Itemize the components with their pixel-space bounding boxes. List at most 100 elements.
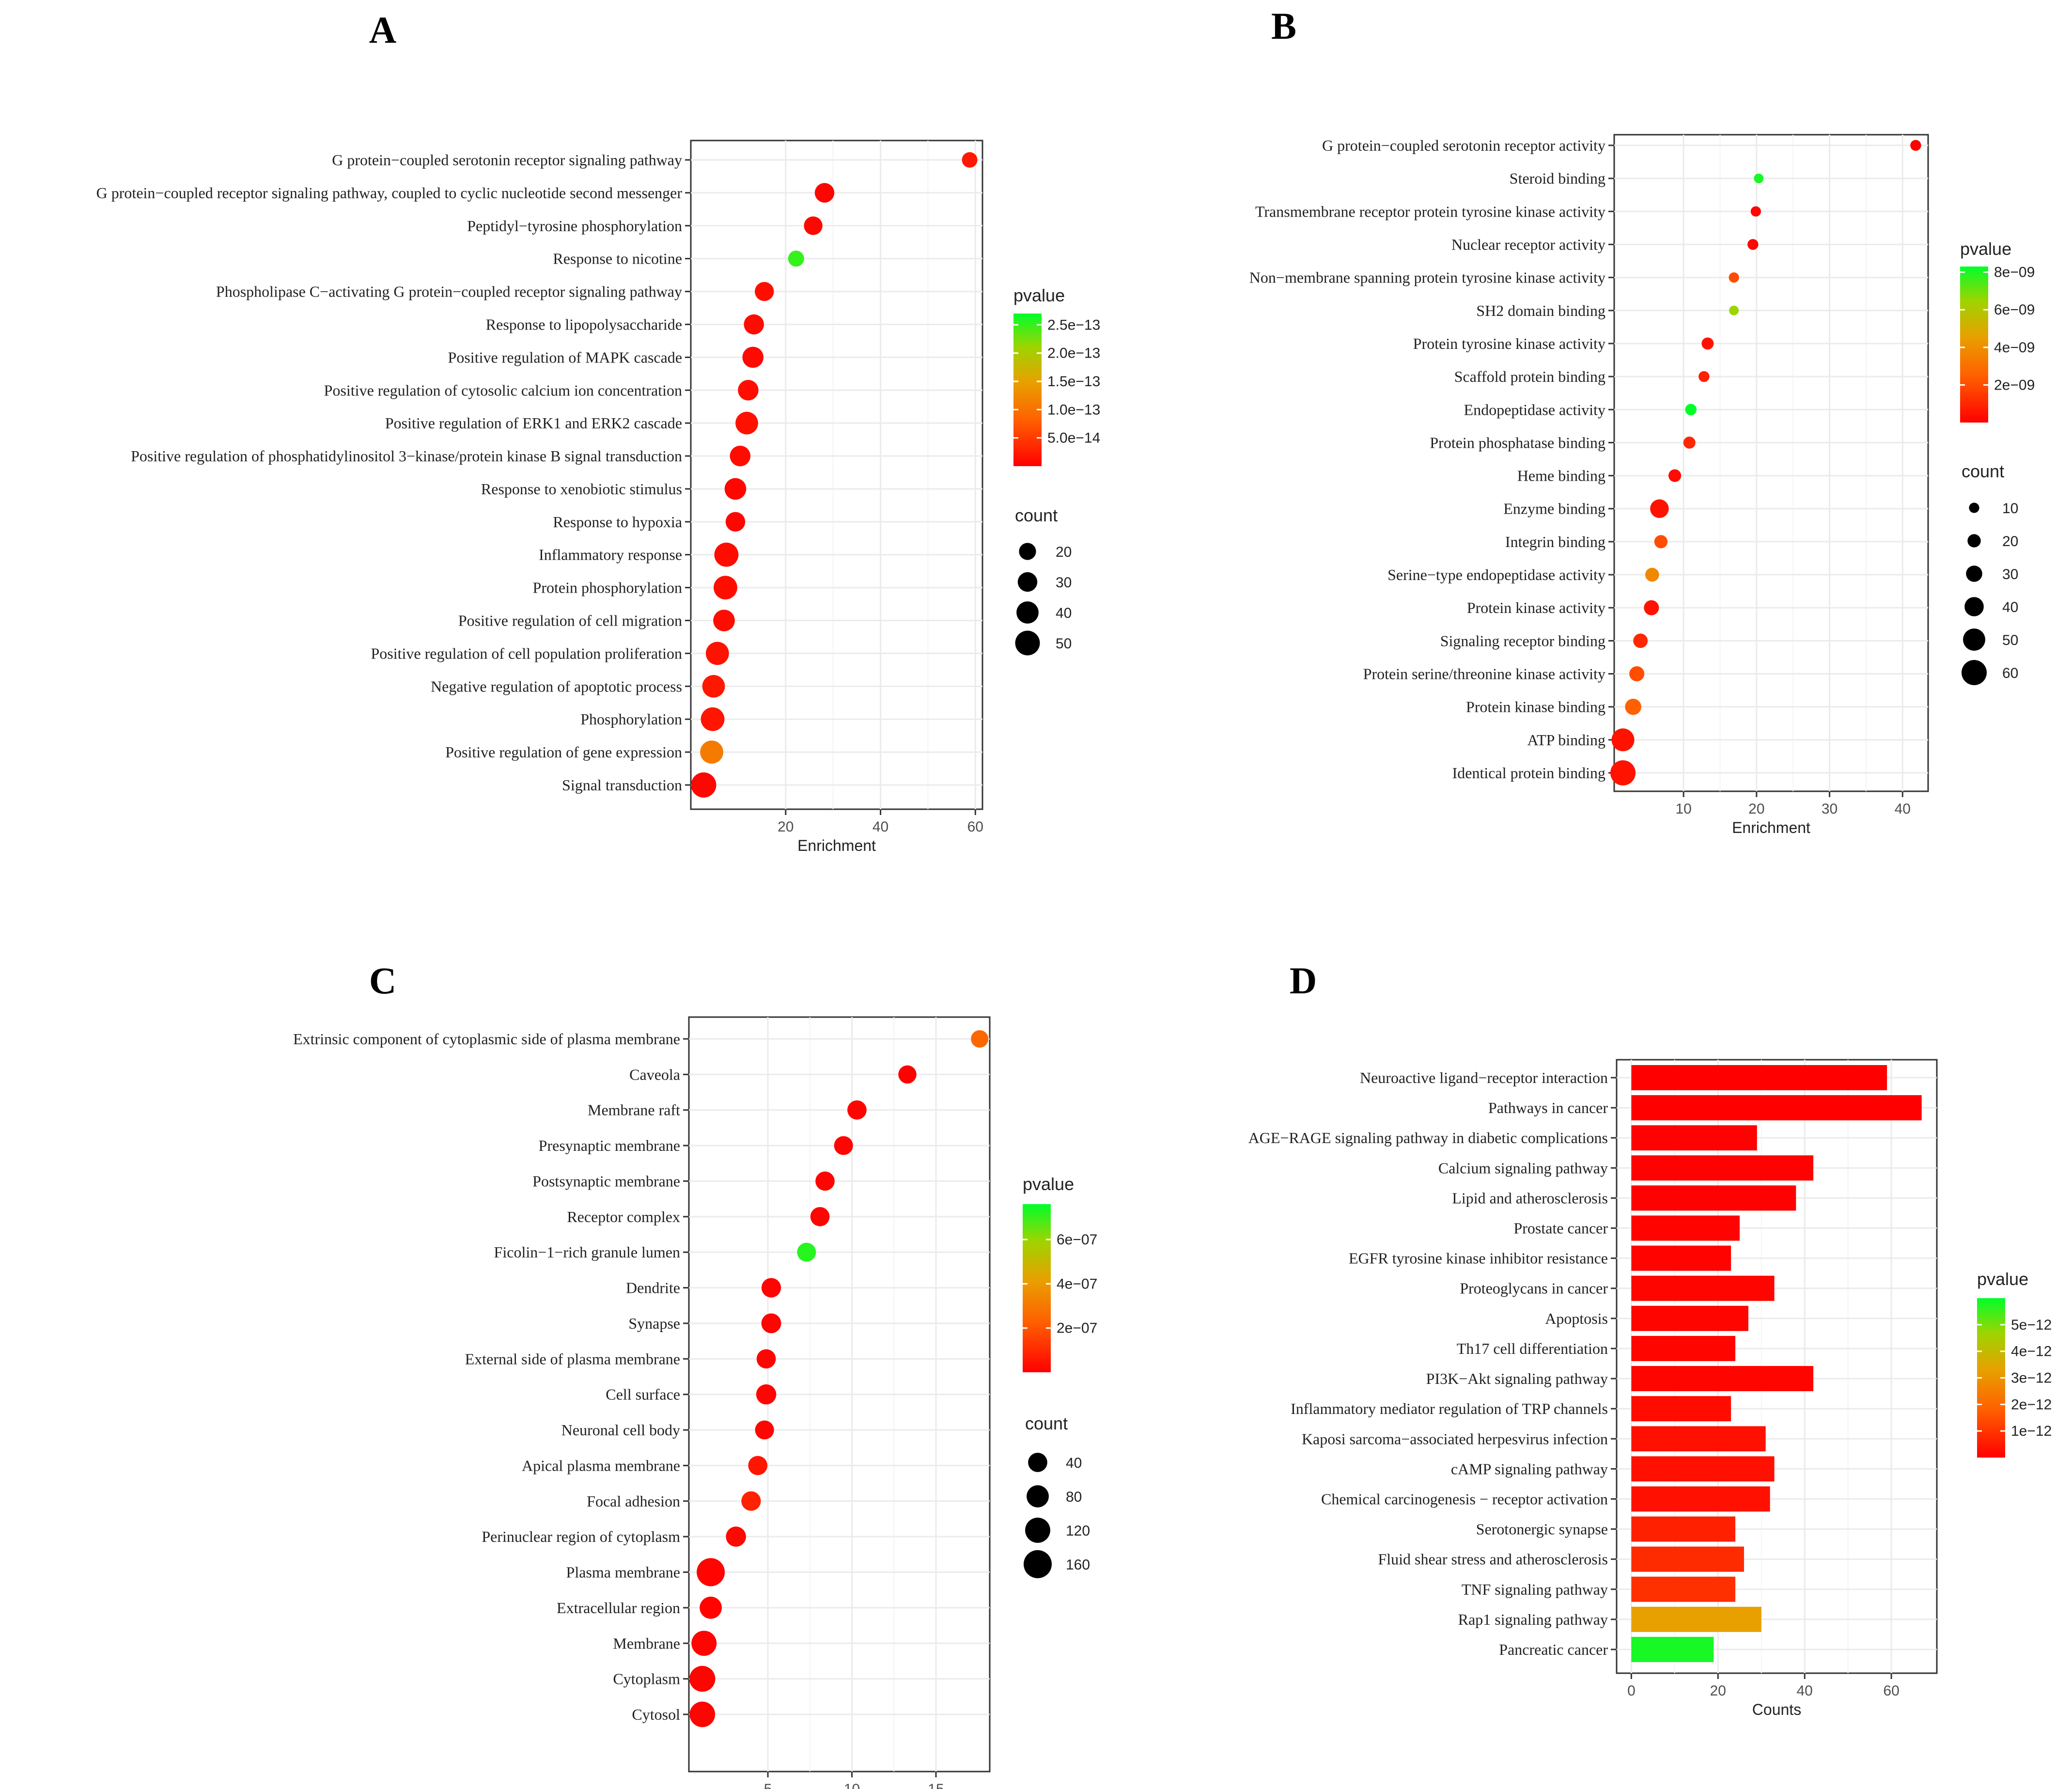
category-label: Response to xenobiotic stimulus bbox=[481, 480, 682, 498]
color-legend-label: 5.0e−14 bbox=[1047, 430, 1100, 446]
color-legend-title: pvalue bbox=[1023, 1174, 1074, 1194]
category-label: Inflammatory response bbox=[539, 546, 682, 564]
size-legend-label: 40 bbox=[2002, 599, 2018, 615]
data-point bbox=[738, 380, 759, 401]
size-legend-label: 30 bbox=[1056, 575, 1072, 591]
data-point bbox=[1668, 469, 1682, 482]
data-point bbox=[898, 1065, 917, 1084]
x-tick-label: 60 bbox=[1883, 1683, 1899, 1699]
data-point bbox=[1698, 371, 1710, 382]
size-legend-marker bbox=[1015, 630, 1040, 656]
data-point bbox=[1644, 600, 1659, 615]
chart-panel-a: 20 40 60 Enrichment G protein−coupled seroto… bbox=[96, 140, 1100, 854]
x-tick-label: 5 bbox=[764, 1781, 772, 1789]
category-label: TNF signaling pathway bbox=[1462, 1581, 1608, 1598]
data-point bbox=[726, 1526, 746, 1547]
category-label: G protein−coupled serotonin receptor act… bbox=[1322, 137, 1605, 154]
x-axis-title: Enrichment bbox=[1732, 819, 1810, 836]
data-point bbox=[1754, 173, 1764, 184]
color-legend-label: 3e−12 bbox=[2011, 1370, 2052, 1386]
color-legend-label: 2.5e−13 bbox=[1047, 317, 1100, 333]
bar bbox=[1631, 1125, 1757, 1151]
size-legend-marker bbox=[1967, 534, 1981, 548]
panel-letter-c: C bbox=[369, 959, 396, 1002]
data-point bbox=[1750, 206, 1761, 217]
category-label: Transmembrane receptor protein tyrosine … bbox=[1255, 203, 1605, 220]
bar bbox=[1631, 1366, 1814, 1392]
category-label: ATP binding bbox=[1527, 731, 1606, 749]
data-point bbox=[1729, 272, 1739, 283]
bar bbox=[1631, 1065, 1887, 1090]
size-legend-marker bbox=[1966, 565, 1982, 582]
color-legend-label: 6e−09 bbox=[1994, 302, 2035, 318]
category-label: Protein phosphorylation bbox=[533, 579, 682, 596]
category-label: Extracellular region bbox=[557, 1599, 680, 1616]
data-point bbox=[847, 1100, 867, 1120]
category-label: Response to lipopolysaccharide bbox=[486, 315, 682, 333]
color-legend-label: 1.0e−13 bbox=[1047, 402, 1100, 418]
category-label: Neuroactive ligand−receptor interaction bbox=[1360, 1069, 1608, 1086]
size-legend-label: 50 bbox=[1056, 636, 1072, 652]
color-legend-label: 2e−09 bbox=[1994, 377, 2035, 393]
category-label: Receptor complex bbox=[567, 1208, 680, 1225]
chart-panel-d: 0 20 40 60 Counts Neuroactive ligand−receptor… bbox=[1248, 1059, 2052, 1718]
data-point bbox=[741, 1491, 761, 1511]
category-label: Peptidyl−tyrosine phosphorylation bbox=[467, 217, 682, 235]
bar bbox=[1631, 1396, 1731, 1422]
category-label: Proteoglycans in cancer bbox=[1460, 1280, 1608, 1297]
color-legend-bar bbox=[1960, 267, 1988, 423]
bar bbox=[1631, 1215, 1740, 1241]
data-point bbox=[797, 1242, 816, 1262]
data-point bbox=[1701, 337, 1714, 350]
category-label: Response to nicotine bbox=[553, 250, 682, 267]
data-point bbox=[735, 411, 758, 435]
category-label: Prostate cancer bbox=[1513, 1220, 1608, 1237]
category-label: Extrinsic component of cytoplasmic side … bbox=[293, 1030, 680, 1048]
category-label: Dendrite bbox=[626, 1279, 680, 1297]
data-point bbox=[1629, 666, 1645, 682]
category-label: Serine−type endopeptidase activity bbox=[1387, 566, 1605, 583]
category-label: Neuronal cell body bbox=[561, 1421, 680, 1439]
data-point bbox=[1645, 567, 1659, 582]
x-tick-label: 20 bbox=[1710, 1683, 1726, 1699]
color-legend-label: 1e−12 bbox=[2011, 1423, 2052, 1439]
bar bbox=[1631, 1516, 1736, 1542]
data-point bbox=[761, 1313, 781, 1334]
category-label: Response to hypoxia bbox=[553, 513, 682, 531]
category-label: Cell surface bbox=[606, 1386, 680, 1403]
category-label: Fluid shear stress and atherosclerosis bbox=[1378, 1551, 1608, 1568]
category-label: EGFR tyrosine kinase inhibitor resistanc… bbox=[1349, 1250, 1608, 1267]
data-point bbox=[761, 1278, 781, 1298]
color-legend-bar bbox=[1013, 314, 1042, 466]
category-label: Protein phosphatase binding bbox=[1430, 434, 1605, 451]
x-tick-label: 40 bbox=[872, 819, 888, 835]
data-point bbox=[691, 772, 717, 798]
plot-area bbox=[690, 140, 983, 810]
data-point bbox=[962, 152, 978, 168]
data-point bbox=[755, 282, 774, 301]
color-legend-label: 1.5e−13 bbox=[1047, 374, 1100, 390]
category-label: Postsynaptic membrane bbox=[532, 1172, 680, 1190]
data-point bbox=[810, 1207, 830, 1226]
color-legend-label: 2e−07 bbox=[1057, 1320, 1097, 1336]
bar bbox=[1631, 1095, 1922, 1121]
category-label: Protein kinase activity bbox=[1467, 599, 1605, 616]
bar bbox=[1631, 1305, 1748, 1331]
bar bbox=[1631, 1426, 1766, 1452]
bar bbox=[1631, 1576, 1736, 1602]
category-label: Th17 cell differentiation bbox=[1457, 1340, 1608, 1357]
bar bbox=[1631, 1486, 1770, 1512]
size-legend-label: 160 bbox=[1066, 1557, 1090, 1573]
data-point bbox=[1611, 728, 1635, 752]
category-label: External side of plasma membrane bbox=[465, 1350, 680, 1367]
data-point bbox=[1650, 499, 1669, 518]
color-legend-label: 2.0e−13 bbox=[1047, 345, 1100, 361]
category-label: Non−membrane spanning protein tyrosine k… bbox=[1249, 269, 1605, 286]
category-label: Lipid and atherosclerosis bbox=[1452, 1189, 1608, 1207]
category-label: AGE−RAGE signaling pathway in diabetic c… bbox=[1248, 1129, 1608, 1146]
category-label: Negative regulation of apoptotic process bbox=[431, 677, 682, 695]
category-label: Positive regulation of ERK1 and ERK2 cas… bbox=[385, 414, 682, 432]
data-point bbox=[1747, 239, 1759, 250]
category-label: Steroid binding bbox=[1510, 170, 1605, 187]
